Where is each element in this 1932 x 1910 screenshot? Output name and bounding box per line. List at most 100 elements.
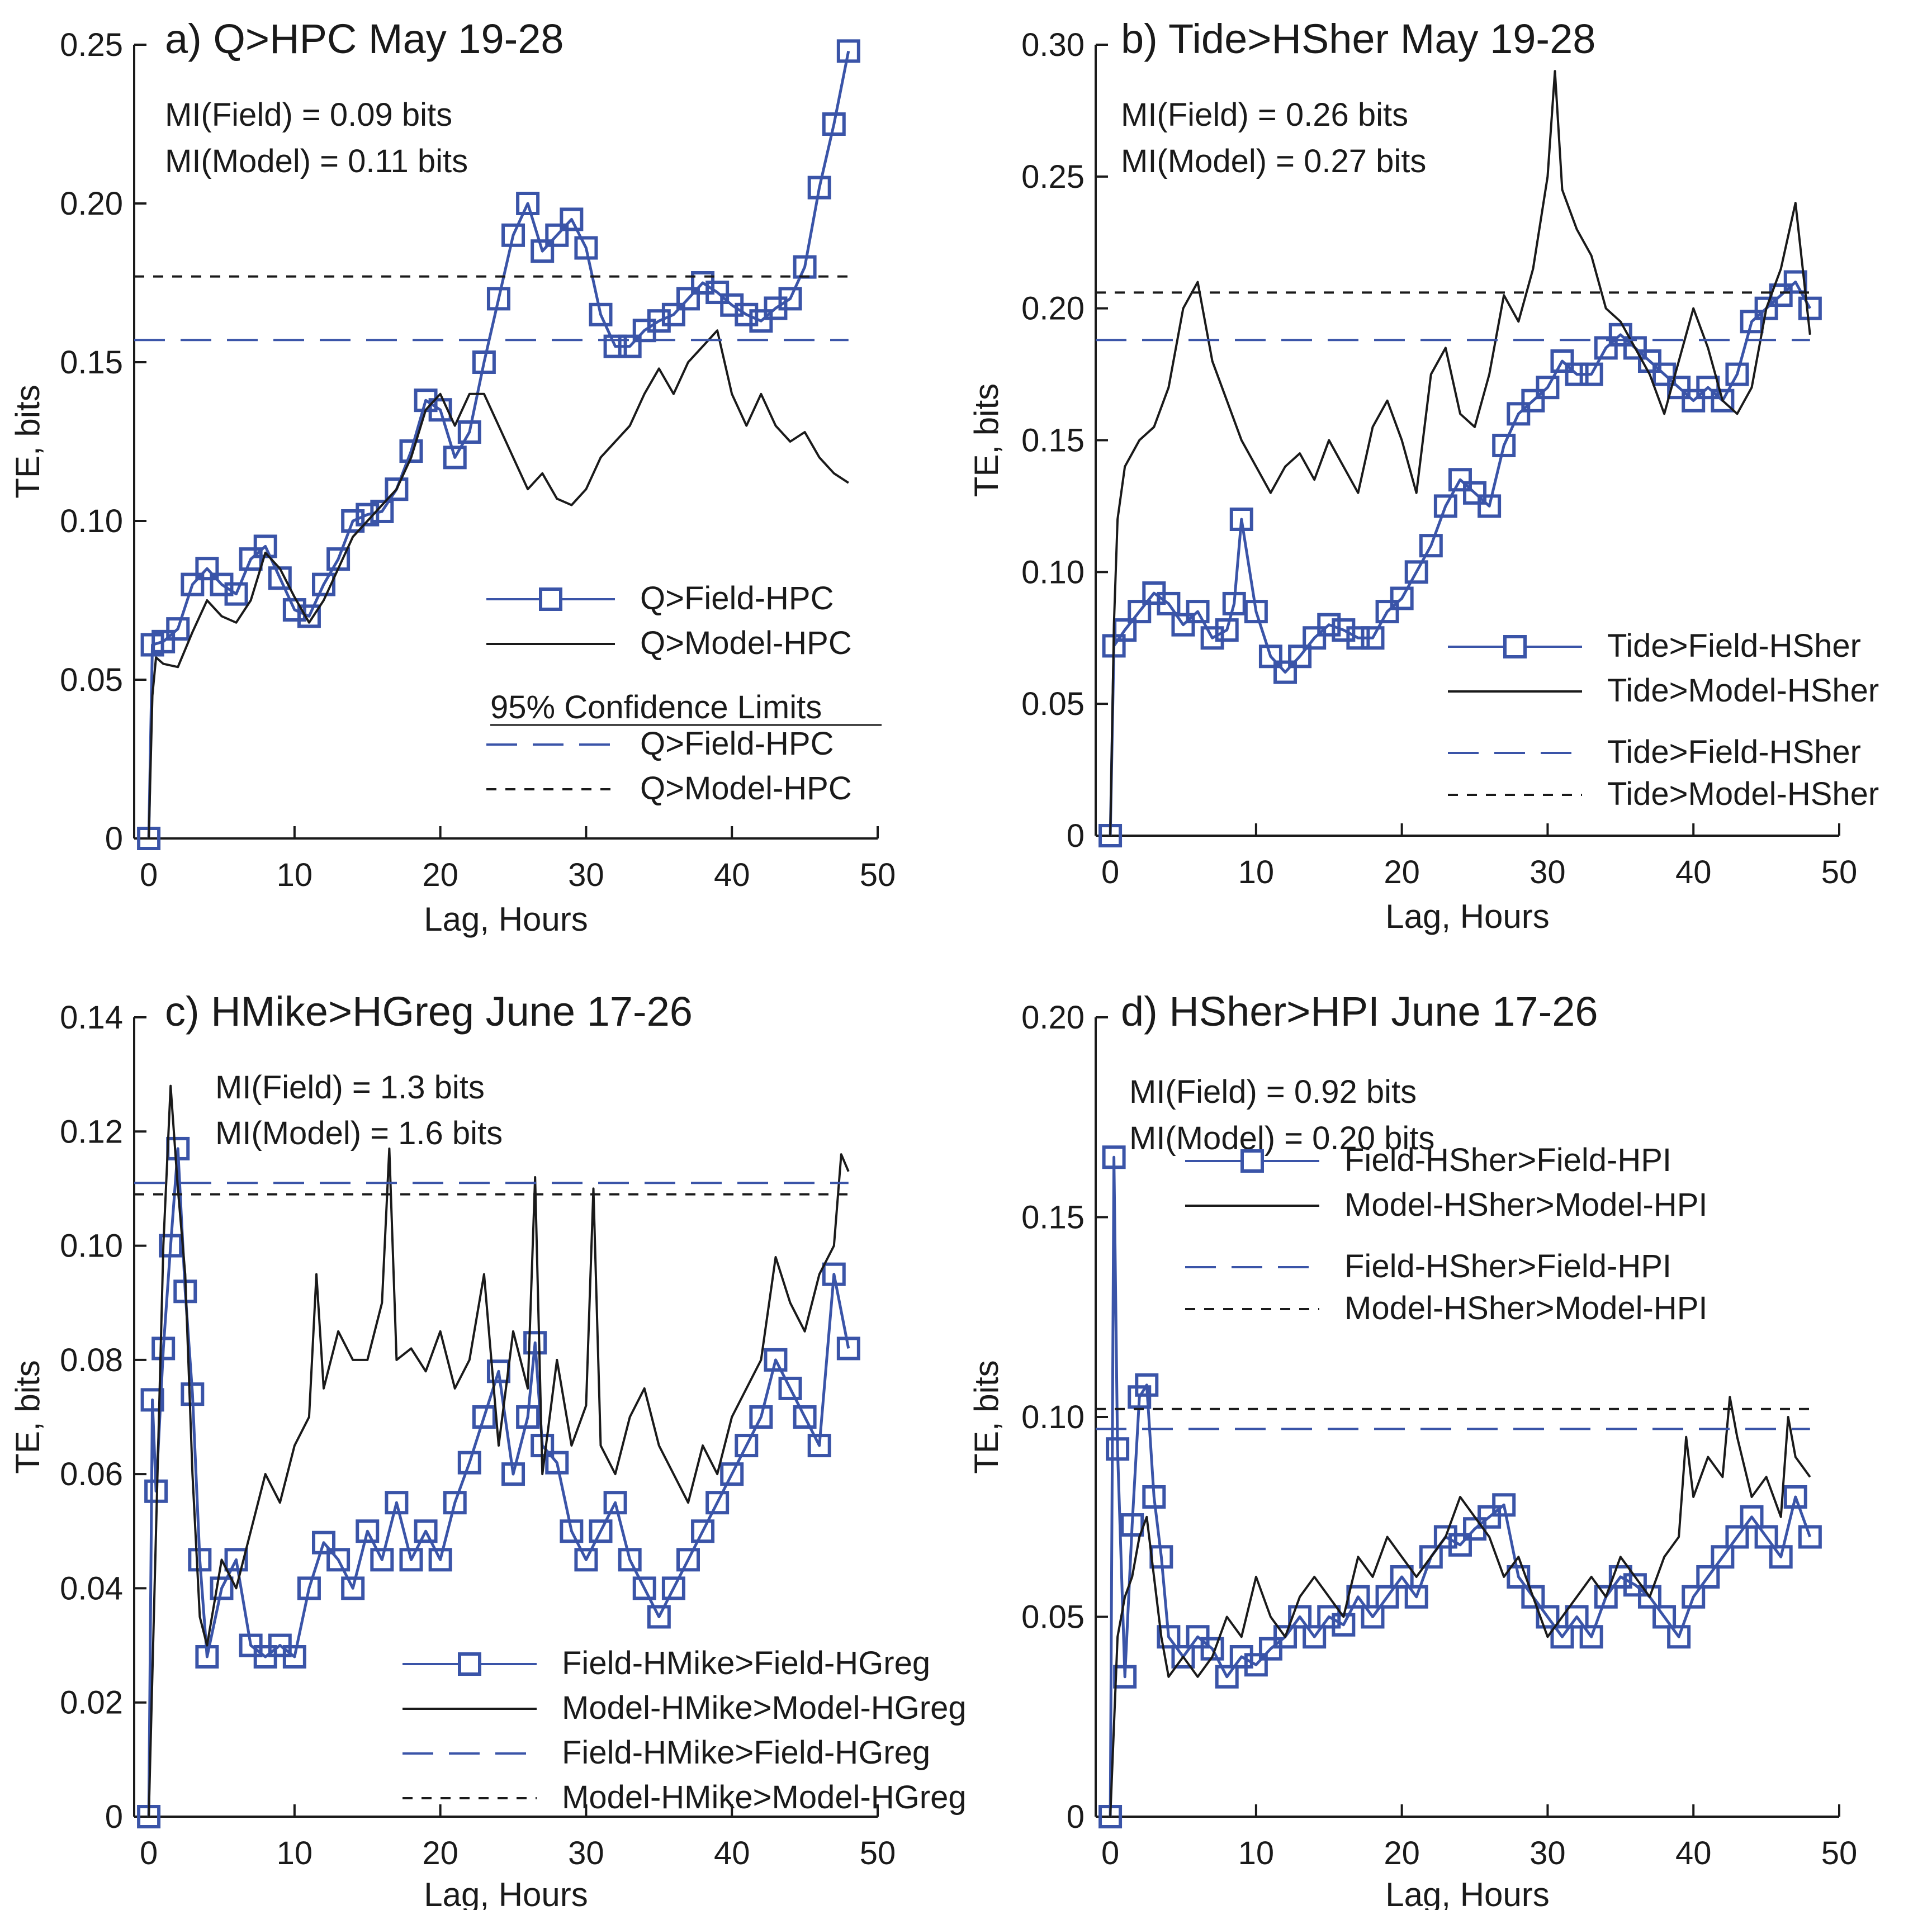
y-axis-label: TE, bits <box>9 1360 46 1473</box>
field-data-point <box>1536 1605 1560 1629</box>
field-data-point <box>1667 1625 1691 1649</box>
field-data-point <box>661 302 685 326</box>
field-data-point <box>195 1645 219 1669</box>
field-data-point <box>647 309 671 333</box>
field-data-point <box>282 1645 306 1669</box>
field-data-point <box>1157 591 1181 615</box>
field-data-point <box>1273 1625 1298 1649</box>
y-tick-label: 0.15 <box>1021 423 1085 459</box>
mi-field-annotation: MI(Field) = 0.92 bits <box>1129 1074 1417 1110</box>
field-data-point <box>385 1491 409 1515</box>
legend-label: Q>Model-HPC <box>640 770 852 807</box>
y-tick-label: 0.10 <box>1021 554 1085 590</box>
legend-label: Field-HSher>Field-HPI <box>1344 1142 1671 1178</box>
panel-a: 0 10 20 30 40 50 0 0.05 0.10 0.15 0.20 0.25 Lag, Hou… <box>9 16 896 938</box>
field-data-point <box>1667 376 1691 400</box>
legend-label: Q>Field-HPC <box>640 726 834 762</box>
field-data-point <box>457 420 481 444</box>
field-data-point <box>356 1519 380 1543</box>
field-data-point <box>1769 1545 1793 1569</box>
field-data-point <box>188 1548 212 1572</box>
field-data-point <box>1288 644 1312 669</box>
legend-label: Model-HMike>Model-HGreg <box>562 1690 967 1726</box>
field-data-point <box>1696 1565 1720 1589</box>
y-tick-label: 0.20 <box>60 186 123 222</box>
y-tick-label: 0.10 <box>1021 1399 1085 1435</box>
field-data-point <box>793 1405 817 1429</box>
field-data-point <box>428 1548 452 1572</box>
field-data-point <box>603 1491 627 1515</box>
x-tick-label: 10 <box>1238 1835 1275 1871</box>
y-tick-label: 0.25 <box>1021 159 1085 195</box>
field-data-point <box>1229 508 1253 531</box>
panel-b: 0 10 20 30 40 50 0 0.05 0.10 0.15 0.20 0.25 0.30 Lag,… <box>968 16 1879 935</box>
field-data-point <box>1507 1565 1531 1589</box>
panel-d: 0 10 20 30 40 50 0 0.05 0.10 0.15 0.20 Lag, Hours TE… <box>968 988 1857 1910</box>
x-tick-label: 40 <box>714 1835 750 1871</box>
y-axis-label: TE, bits <box>968 383 1005 497</box>
field-data-point <box>1390 586 1414 610</box>
legend-label: Model-HSher>Model-HPI <box>1344 1290 1708 1326</box>
field-data-point <box>181 1382 205 1406</box>
field-data-point <box>1448 1533 1472 1557</box>
field-data-point <box>195 557 219 581</box>
field-data-point <box>1711 1545 1735 1569</box>
legend-label: Tide>Model-HSher <box>1607 776 1879 812</box>
field-data-point <box>414 1519 438 1543</box>
field-data-point <box>1346 626 1370 650</box>
field-data-point <box>1492 433 1516 457</box>
field-data-point <box>749 309 773 333</box>
y-tick-label: 0.02 <box>60 1685 123 1721</box>
field-data-point <box>1200 626 1224 650</box>
field-data-point <box>1754 296 1778 320</box>
field-data-point <box>1171 613 1195 637</box>
field-data-point <box>1258 1637 1282 1661</box>
field-data-point <box>151 1336 176 1361</box>
field-data-point <box>326 1548 351 1572</box>
field-data-point <box>691 1519 715 1543</box>
field-data-point <box>1594 336 1618 360</box>
field-data-point <box>1419 1545 1443 1569</box>
panel-c: 0 10 20 30 40 50 0 0.02 0.04 0.06 0.08 0.10 0.12 0.14… <box>9 988 967 1910</box>
x-tick-label: 50 <box>860 1835 896 1871</box>
field-data-point <box>1637 349 1661 373</box>
field-data-point <box>1390 1565 1414 1589</box>
field-data-point <box>1433 494 1457 518</box>
field-data-point <box>1798 1525 1822 1549</box>
field-data-point <box>1303 626 1327 650</box>
field-data-point <box>1404 560 1428 584</box>
x-tick-label: 20 <box>422 1835 458 1871</box>
field-data-point <box>778 287 802 311</box>
field-data-point <box>399 1548 423 1572</box>
field-data-point <box>356 503 380 527</box>
field-data-point <box>1798 296 1822 320</box>
mi-model-annotation: MI(Model) = 0.11 bits <box>165 143 468 179</box>
field-data-point <box>1740 310 1764 334</box>
field-data-point <box>1200 1637 1224 1661</box>
field-data-point <box>1579 362 1603 386</box>
field-data-point <box>312 1530 336 1554</box>
field-data-point <box>560 1519 584 1543</box>
field-data-point <box>224 1548 248 1572</box>
y-tick-label: 0.05 <box>1021 686 1085 722</box>
y-tick-label: 0.08 <box>60 1342 123 1378</box>
field-data-point <box>1258 644 1282 669</box>
chart-title: d) HSher>HPI June 17-26 <box>1121 988 1598 1035</box>
y-tick-label: 0.10 <box>60 503 123 539</box>
field-data-point <box>1128 600 1152 624</box>
field-data-point <box>1128 1385 1152 1409</box>
field-data-point <box>1186 1625 1210 1649</box>
field-data-point <box>1135 1373 1159 1397</box>
field-data-point <box>618 334 642 358</box>
field-data-point <box>1740 1505 1764 1529</box>
x-tick-label: 10 <box>277 857 313 893</box>
x-axis-label: Lag, Hours <box>1385 1876 1550 1910</box>
y-tick-label: 0.05 <box>1021 1599 1085 1636</box>
field-data-point <box>1361 626 1385 650</box>
mi-field-annotation: MI(Field) = 0.09 bits <box>165 97 452 133</box>
field-data-point <box>589 302 613 326</box>
field-data-point <box>778 1376 802 1400</box>
field-data-point <box>720 1462 744 1486</box>
field-data-point <box>1273 660 1298 684</box>
x-tick-label: 10 <box>1238 854 1275 890</box>
